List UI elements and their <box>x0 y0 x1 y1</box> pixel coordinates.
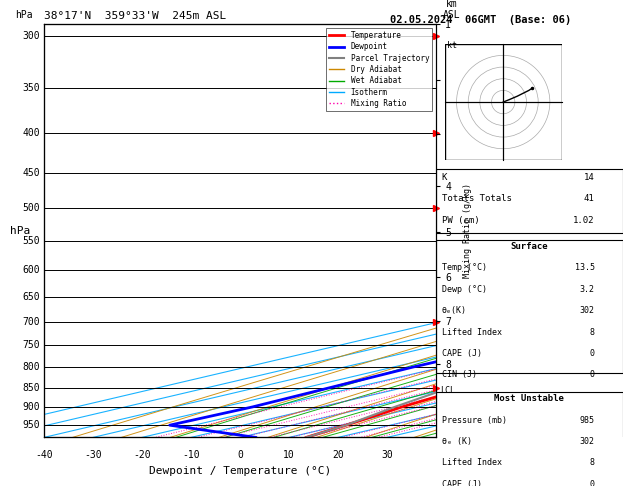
Text: 750: 750 <box>23 340 40 350</box>
X-axis label: Dewpoint / Temperature (°C): Dewpoint / Temperature (°C) <box>149 467 331 476</box>
Text: LCL: LCL <box>440 386 455 395</box>
Text: 500: 500 <box>23 203 40 213</box>
Text: -20: -20 <box>133 450 151 460</box>
Text: CIN (J): CIN (J) <box>442 370 477 380</box>
Text: K: K <box>442 173 447 182</box>
Text: 900: 900 <box>23 402 40 412</box>
Text: Lifted Index: Lifted Index <box>442 458 502 468</box>
Text: 8: 8 <box>590 328 594 336</box>
Text: 302: 302 <box>580 306 594 315</box>
Text: 302: 302 <box>580 437 594 446</box>
Text: CAPE (J): CAPE (J) <box>442 349 482 358</box>
Text: 38°17'N  359°33'W  245m ASL: 38°17'N 359°33'W 245m ASL <box>44 11 226 21</box>
Text: 02.05.2024  06GMT  (Base: 06): 02.05.2024 06GMT (Base: 06) <box>390 15 571 25</box>
Text: 41: 41 <box>584 194 594 204</box>
Text: 350: 350 <box>23 83 40 93</box>
Text: hPa: hPa <box>11 226 31 236</box>
Text: -10: -10 <box>182 450 200 460</box>
Text: 3.2: 3.2 <box>580 285 594 294</box>
Text: Most Unstable: Most Unstable <box>494 394 564 403</box>
Text: 0: 0 <box>237 450 243 460</box>
Text: θₑ(K): θₑ(K) <box>442 306 467 315</box>
Text: kt: kt <box>447 41 457 51</box>
Text: 8: 8 <box>590 458 594 468</box>
Text: 700: 700 <box>23 317 40 327</box>
Text: 850: 850 <box>23 382 40 393</box>
Text: 0: 0 <box>590 370 594 380</box>
Text: 13.5: 13.5 <box>575 263 594 272</box>
Text: Dewp (°C): Dewp (°C) <box>442 285 487 294</box>
Text: 400: 400 <box>23 128 40 138</box>
Text: 550: 550 <box>23 236 40 245</box>
Text: hPa: hPa <box>16 10 33 20</box>
Text: 950: 950 <box>23 420 40 430</box>
Text: Mixing Ratio (g/kg): Mixing Ratio (g/kg) <box>463 183 472 278</box>
Text: 10: 10 <box>283 450 295 460</box>
Text: -40: -40 <box>35 450 53 460</box>
Text: km
ASL: km ASL <box>443 0 460 20</box>
Text: Pressure (mb): Pressure (mb) <box>442 416 506 424</box>
Text: 20: 20 <box>332 450 344 460</box>
Text: 600: 600 <box>23 265 40 275</box>
Text: 800: 800 <box>23 362 40 372</box>
Text: 14: 14 <box>584 173 594 182</box>
Text: 985: 985 <box>580 416 594 424</box>
Text: 30: 30 <box>381 450 393 460</box>
Text: 0: 0 <box>590 480 594 486</box>
Text: θₑ (K): θₑ (K) <box>442 437 472 446</box>
Text: -30: -30 <box>84 450 102 460</box>
Text: 0: 0 <box>590 349 594 358</box>
Text: Temp (°C): Temp (°C) <box>442 263 487 272</box>
Text: 650: 650 <box>23 292 40 302</box>
Text: 450: 450 <box>23 168 40 178</box>
Legend: Temperature, Dewpoint, Parcel Trajectory, Dry Adiabat, Wet Adiabat, Isotherm, Mi: Temperature, Dewpoint, Parcel Trajectory… <box>326 28 432 111</box>
Text: 300: 300 <box>23 31 40 41</box>
Text: PW (cm): PW (cm) <box>442 216 479 225</box>
Text: Lifted Index: Lifted Index <box>442 328 502 336</box>
Text: Surface: Surface <box>511 242 548 251</box>
Text: CAPE (J): CAPE (J) <box>442 480 482 486</box>
Text: 1.02: 1.02 <box>573 216 594 225</box>
Text: Totals Totals: Totals Totals <box>442 194 511 204</box>
